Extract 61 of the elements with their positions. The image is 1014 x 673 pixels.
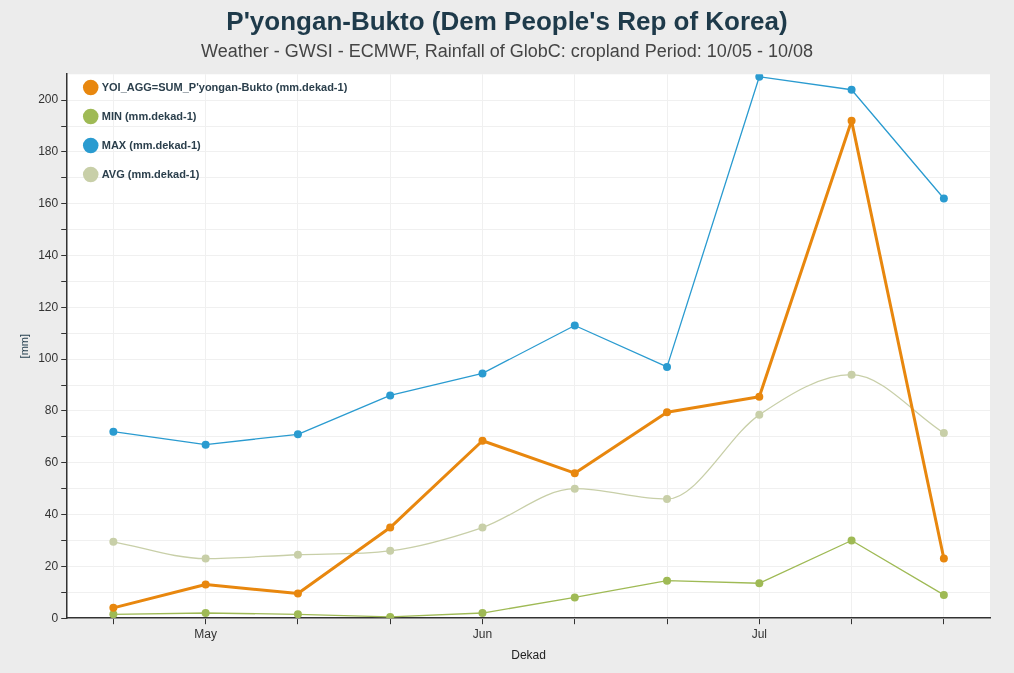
point: [293, 550, 302, 559]
point: [293, 430, 302, 439]
y-tick-label: 160: [38, 196, 59, 211]
chart-title: P'yongan-Bukto (Dem People's Rep of Korea): [225, 5, 789, 38]
y-tick-label: 60: [44, 455, 59, 470]
point: [109, 537, 118, 546]
point: [663, 576, 672, 585]
point: [109, 603, 118, 612]
point: [847, 85, 856, 94]
point: [109, 427, 118, 436]
x-tick-label: May: [194, 626, 217, 641]
y-tick-label: 200: [38, 92, 59, 107]
point: [386, 391, 395, 400]
point: [755, 74, 764, 81]
point: [478, 369, 487, 378]
point: [293, 589, 302, 598]
point: [939, 194, 948, 203]
point: [293, 610, 302, 619]
point: [201, 609, 210, 618]
legend-label: AVG (mm.dekad-1): [101, 167, 200, 180]
point: [386, 612, 395, 619]
chart-subtitle: Weather - GWSI - ECMWF, Rainfall of GlobC: cropland Period: 10/05 - 10/08: [200, 40, 814, 63]
point: [386, 523, 395, 532]
point: [939, 590, 948, 599]
y-tick-label: 0: [51, 610, 59, 625]
point: [570, 469, 579, 478]
point: [663, 408, 672, 417]
y-tick-label: 20: [44, 558, 59, 573]
point: [201, 440, 210, 449]
y-axis-title: [mm]: [17, 333, 30, 359]
point: [939, 428, 948, 437]
point: [386, 546, 395, 555]
point: [478, 436, 487, 445]
point: [755, 410, 764, 419]
point: [847, 370, 856, 379]
point: [847, 116, 856, 125]
point: [663, 495, 672, 504]
point: [663, 362, 672, 371]
y-tick-label: 40: [44, 506, 59, 521]
x-tick-label: Jun: [472, 626, 493, 641]
point: [847, 536, 856, 545]
y-tick-label: 80: [44, 403, 59, 418]
y-tick-label: 120: [38, 299, 59, 314]
y-tick-label: 180: [38, 144, 59, 159]
x-axis-title: Dekad: [511, 648, 546, 663]
point: [201, 580, 210, 589]
y-tick-label: 100: [38, 351, 59, 366]
point: [570, 484, 579, 493]
point: [755, 392, 764, 401]
point: [939, 554, 948, 563]
point: [755, 579, 764, 588]
point: [570, 321, 579, 330]
point: [570, 593, 579, 602]
point: [478, 609, 487, 618]
y-tick-label: 140: [38, 247, 59, 262]
x-tick-label: Jul: [751, 626, 767, 641]
point: [478, 523, 487, 532]
legend-label: MIN (mm.dekad-1): [101, 109, 197, 122]
point: [201, 554, 210, 563]
legend-label: YOI_AGG=SUM_P'yongan-Bukto (mm.dekad-1): [101, 80, 348, 93]
legend-label: MAX (mm.dekad-1): [101, 138, 202, 151]
